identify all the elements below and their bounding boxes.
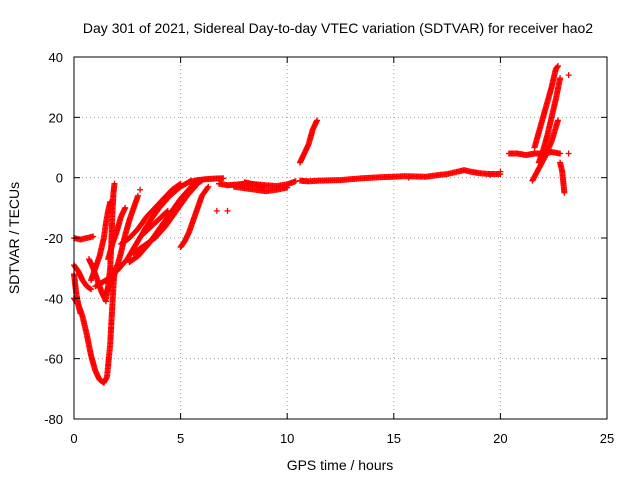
y-axis-label: SDTVAR / TECUs <box>6 182 22 294</box>
x-axis-label: GPS time / hours <box>287 457 394 473</box>
grid-lines <box>74 57 607 419</box>
data-point <box>213 207 220 214</box>
x-tick-label: 5 <box>177 431 184 446</box>
data-point <box>177 180 184 187</box>
data-point <box>497 168 504 175</box>
x-tick-label: 25 <box>600 431 614 446</box>
chart-title: Day 301 of 2021, Sidereal Day-to-day VTE… <box>83 20 593 36</box>
y-tick-label: 0 <box>56 171 63 186</box>
data-point <box>176 181 183 188</box>
data-point <box>554 63 561 70</box>
data-points <box>71 63 572 386</box>
x-tick-label: 20 <box>493 431 507 446</box>
data-point <box>204 184 211 191</box>
data-point <box>90 233 97 240</box>
y-tick-label: -40 <box>44 291 63 306</box>
x-tick-label: 15 <box>387 431 401 446</box>
data-point <box>554 64 561 71</box>
x-tick-label: 10 <box>280 431 294 446</box>
data-point <box>314 117 321 124</box>
data-point <box>486 171 493 178</box>
y-tick-label: -20 <box>44 231 63 246</box>
data-point <box>111 180 118 187</box>
data-point <box>260 184 267 191</box>
y-tick-label: 40 <box>49 50 63 65</box>
data-point <box>561 189 568 196</box>
data-point <box>137 186 144 193</box>
data-point <box>163 208 170 215</box>
y-tick-label: -80 <box>44 412 63 427</box>
data-point <box>565 150 572 157</box>
y-tick-label: -60 <box>44 352 63 367</box>
x-axis: 0 5 10 15 20 25 <box>70 57 614 446</box>
data-point <box>88 286 95 293</box>
data-point <box>205 183 212 190</box>
data-point <box>164 207 171 214</box>
data-point <box>107 198 114 205</box>
data-point <box>565 72 572 79</box>
data-point <box>405 174 412 181</box>
data-point <box>557 75 564 82</box>
data-point <box>86 285 93 292</box>
y-axis: -80 -60 -40 -20 0 20 40 <box>44 50 607 427</box>
data-point <box>77 310 84 317</box>
data-point <box>557 150 564 157</box>
data-point <box>134 192 141 199</box>
data-point <box>224 207 231 214</box>
x-tick-label: 0 <box>70 431 77 446</box>
y-tick-label: 20 <box>49 110 63 125</box>
data-point <box>220 175 227 182</box>
data-point <box>122 204 129 211</box>
data-point <box>284 184 291 191</box>
data-point <box>554 117 561 124</box>
